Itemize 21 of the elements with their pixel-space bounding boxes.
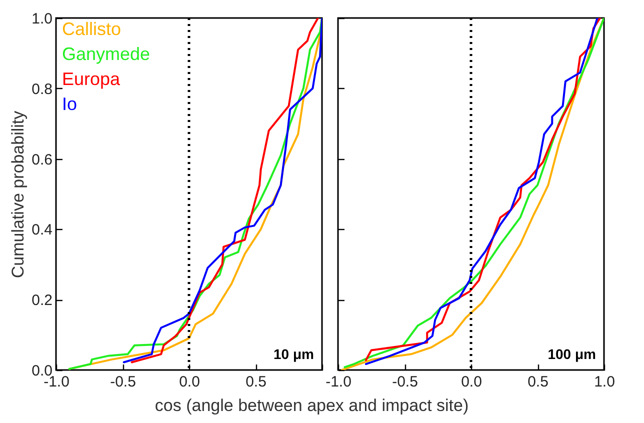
y-axis-title: Cumulative probability (8, 110, 28, 278)
y-tick-label: 0.4 (32, 222, 52, 239)
x-tick-label: -0.5 (392, 374, 418, 390)
text: Io (62, 94, 78, 114)
x-axis-title: cos (angle between apex and impact site) (154, 396, 469, 415)
y-tick-label: 0.2 (32, 292, 52, 310)
text: Callisto (62, 19, 122, 39)
x-tick-label: -1.0 (326, 374, 352, 390)
x-tick-label: 0.5 (246, 374, 266, 390)
y-tick-label: 0.8 (32, 80, 52, 98)
x-tick-label: 0.0 (461, 374, 482, 390)
annotation: 10 μm (274, 346, 314, 362)
x-tick-label: 1.0 (594, 374, 615, 390)
text: Europa (62, 69, 122, 89)
y-tick-label: 0.6 (32, 151, 52, 168)
annotation: 100 μm (548, 346, 596, 362)
y-tick-label: 1.0 (32, 10, 52, 28)
text: Ganymede (62, 44, 150, 64)
x-tick-label: 0.5 (528, 374, 548, 390)
x-tick-label: -0.5 (110, 374, 136, 390)
x-tick-label: 0.0 (179, 374, 200, 390)
